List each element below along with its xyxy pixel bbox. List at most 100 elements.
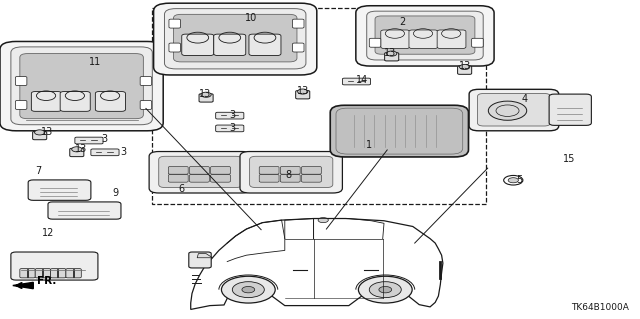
Text: 14: 14 <box>355 75 368 85</box>
FancyBboxPatch shape <box>472 38 483 47</box>
FancyBboxPatch shape <box>140 77 152 85</box>
FancyBboxPatch shape <box>211 167 230 174</box>
Text: 15: 15 <box>563 154 576 165</box>
Polygon shape <box>197 254 212 258</box>
FancyBboxPatch shape <box>189 167 209 174</box>
FancyBboxPatch shape <box>0 41 163 131</box>
FancyBboxPatch shape <box>168 174 188 182</box>
FancyBboxPatch shape <box>164 9 306 69</box>
FancyBboxPatch shape <box>75 137 103 144</box>
FancyBboxPatch shape <box>458 66 472 74</box>
Text: 4: 4 <box>522 94 528 104</box>
FancyBboxPatch shape <box>48 202 121 219</box>
Circle shape <box>318 218 328 223</box>
FancyBboxPatch shape <box>301 167 321 174</box>
FancyBboxPatch shape <box>342 78 371 85</box>
FancyBboxPatch shape <box>216 125 244 132</box>
FancyBboxPatch shape <box>199 94 213 102</box>
Text: 13: 13 <box>458 61 471 71</box>
Text: 2: 2 <box>399 17 405 27</box>
Circle shape <box>508 178 518 183</box>
Text: 13: 13 <box>198 89 211 99</box>
FancyBboxPatch shape <box>549 94 591 125</box>
Text: 13: 13 <box>296 86 309 96</box>
FancyBboxPatch shape <box>51 269 66 278</box>
Text: 1: 1 <box>365 140 372 150</box>
FancyBboxPatch shape <box>301 174 321 182</box>
Text: 3: 3 <box>229 122 236 133</box>
FancyBboxPatch shape <box>15 77 27 85</box>
Circle shape <box>460 64 470 70</box>
FancyBboxPatch shape <box>15 100 27 109</box>
Text: 13: 13 <box>40 127 53 137</box>
Circle shape <box>221 276 275 303</box>
FancyBboxPatch shape <box>35 269 51 278</box>
FancyBboxPatch shape <box>20 269 35 278</box>
Text: TK64B1000A: TK64B1000A <box>571 303 628 312</box>
FancyBboxPatch shape <box>182 34 214 56</box>
Text: 7: 7 <box>35 166 42 176</box>
Text: 6: 6 <box>178 184 184 194</box>
FancyBboxPatch shape <box>214 34 246 56</box>
FancyBboxPatch shape <box>250 156 333 188</box>
Circle shape <box>201 92 211 97</box>
FancyBboxPatch shape <box>240 152 342 193</box>
FancyBboxPatch shape <box>375 16 475 54</box>
Circle shape <box>358 276 412 303</box>
Circle shape <box>504 175 523 185</box>
Circle shape <box>298 89 308 94</box>
FancyBboxPatch shape <box>477 93 550 126</box>
Circle shape <box>72 147 82 152</box>
FancyBboxPatch shape <box>216 112 244 119</box>
Text: 8: 8 <box>285 170 291 181</box>
Text: FR.: FR. <box>37 276 56 286</box>
FancyBboxPatch shape <box>189 252 211 268</box>
Text: 13: 13 <box>75 144 88 154</box>
FancyBboxPatch shape <box>31 92 61 111</box>
Text: 13: 13 <box>384 48 397 58</box>
FancyBboxPatch shape <box>95 92 125 111</box>
FancyBboxPatch shape <box>437 30 466 48</box>
FancyBboxPatch shape <box>280 167 300 174</box>
FancyBboxPatch shape <box>469 89 559 131</box>
FancyBboxPatch shape <box>60 92 90 111</box>
Circle shape <box>387 51 397 56</box>
FancyBboxPatch shape <box>70 148 84 157</box>
Text: 9: 9 <box>112 188 118 198</box>
Text: 3: 3 <box>101 134 108 145</box>
Text: 10: 10 <box>244 12 257 23</box>
FancyBboxPatch shape <box>249 34 281 56</box>
FancyBboxPatch shape <box>259 167 279 174</box>
FancyBboxPatch shape <box>292 43 304 52</box>
FancyBboxPatch shape <box>169 19 180 28</box>
Text: 5: 5 <box>516 175 523 185</box>
FancyBboxPatch shape <box>173 14 297 62</box>
FancyBboxPatch shape <box>169 43 180 52</box>
FancyBboxPatch shape <box>280 174 300 182</box>
FancyBboxPatch shape <box>381 30 410 48</box>
FancyBboxPatch shape <box>159 156 242 188</box>
FancyBboxPatch shape <box>20 54 143 119</box>
FancyBboxPatch shape <box>292 19 304 28</box>
Circle shape <box>242 286 255 293</box>
Text: 3: 3 <box>229 110 236 120</box>
FancyBboxPatch shape <box>66 269 81 278</box>
FancyBboxPatch shape <box>385 53 399 61</box>
Polygon shape <box>13 282 33 289</box>
FancyBboxPatch shape <box>259 174 279 182</box>
FancyBboxPatch shape <box>369 38 381 47</box>
FancyBboxPatch shape <box>140 100 152 109</box>
Text: 11: 11 <box>88 57 101 67</box>
FancyBboxPatch shape <box>356 6 494 66</box>
FancyBboxPatch shape <box>367 11 483 60</box>
FancyBboxPatch shape <box>168 167 188 174</box>
FancyBboxPatch shape <box>154 3 317 75</box>
FancyBboxPatch shape <box>330 105 468 157</box>
FancyBboxPatch shape <box>91 149 119 156</box>
Circle shape <box>369 282 401 298</box>
FancyBboxPatch shape <box>11 47 152 125</box>
Circle shape <box>488 101 527 120</box>
FancyBboxPatch shape <box>211 174 230 182</box>
Text: 12: 12 <box>42 228 54 238</box>
Circle shape <box>232 282 264 298</box>
